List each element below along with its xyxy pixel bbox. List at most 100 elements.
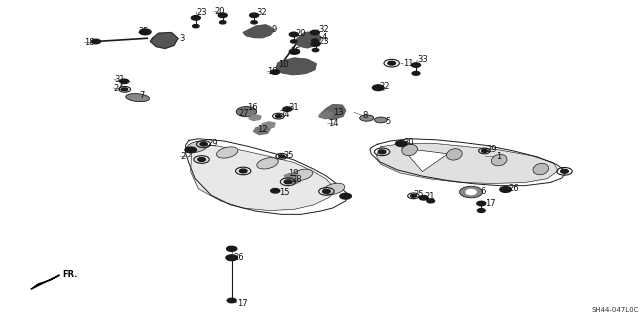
Polygon shape (319, 112, 333, 119)
Polygon shape (249, 115, 261, 121)
Ellipse shape (125, 93, 150, 102)
Text: 8: 8 (362, 111, 367, 120)
Text: 4: 4 (322, 33, 327, 42)
Circle shape (200, 142, 207, 146)
Circle shape (427, 199, 435, 203)
Circle shape (226, 255, 237, 261)
Polygon shape (370, 139, 566, 186)
Polygon shape (253, 126, 270, 135)
Circle shape (312, 48, 319, 52)
Circle shape (198, 158, 205, 161)
Circle shape (323, 189, 330, 193)
Text: 5: 5 (385, 117, 390, 126)
Circle shape (275, 115, 282, 117)
Ellipse shape (492, 154, 507, 166)
Text: 19: 19 (288, 169, 298, 178)
Text: 14: 14 (328, 119, 338, 128)
Circle shape (289, 32, 298, 37)
Circle shape (227, 298, 236, 303)
Text: FR.: FR. (63, 271, 78, 279)
Ellipse shape (257, 158, 278, 169)
Circle shape (218, 13, 227, 18)
Text: 24: 24 (113, 84, 124, 93)
Circle shape (412, 63, 420, 67)
Text: 32: 32 (256, 8, 267, 17)
Ellipse shape (216, 147, 238, 158)
Text: 7: 7 (139, 91, 144, 100)
Ellipse shape (186, 141, 208, 152)
Polygon shape (376, 144, 558, 183)
Circle shape (419, 196, 428, 200)
Circle shape (250, 13, 259, 18)
Circle shape (92, 39, 100, 44)
Polygon shape (294, 32, 321, 48)
Polygon shape (243, 25, 274, 38)
Text: 15: 15 (279, 188, 289, 197)
Text: 28: 28 (291, 175, 302, 184)
Text: 9: 9 (272, 25, 277, 34)
Circle shape (378, 150, 386, 154)
Text: 30: 30 (403, 138, 414, 147)
Polygon shape (150, 33, 178, 48)
Circle shape (372, 85, 384, 91)
Circle shape (311, 42, 320, 46)
Text: 10: 10 (278, 60, 289, 69)
Circle shape (193, 25, 199, 28)
Circle shape (140, 29, 151, 35)
Circle shape (239, 169, 247, 173)
Text: 22: 22 (380, 82, 390, 91)
Ellipse shape (402, 144, 417, 156)
Circle shape (289, 49, 300, 54)
Circle shape (271, 70, 280, 74)
Text: 27: 27 (238, 109, 249, 118)
Text: 29: 29 (207, 139, 218, 148)
Circle shape (271, 189, 280, 193)
Ellipse shape (323, 183, 345, 195)
Ellipse shape (291, 169, 313, 181)
Polygon shape (261, 122, 275, 129)
Text: 3: 3 (179, 34, 184, 43)
Text: 11: 11 (403, 59, 413, 68)
Text: 20: 20 (214, 7, 225, 16)
Circle shape (477, 209, 485, 212)
Text: 6: 6 (480, 187, 485, 196)
Text: 25: 25 (284, 151, 294, 160)
Ellipse shape (360, 115, 374, 121)
Text: 17: 17 (237, 299, 248, 308)
Text: 21: 21 (424, 192, 435, 201)
Ellipse shape (374, 117, 387, 123)
Text: 25: 25 (138, 27, 148, 36)
Polygon shape (284, 173, 296, 179)
Text: 25: 25 (413, 190, 424, 199)
Circle shape (191, 16, 200, 20)
Text: 13: 13 (333, 108, 344, 117)
Text: 31: 31 (114, 75, 125, 84)
Circle shape (284, 180, 292, 184)
Circle shape (185, 147, 196, 153)
Circle shape (251, 21, 257, 24)
Circle shape (283, 107, 292, 111)
Circle shape (312, 39, 318, 42)
Polygon shape (186, 139, 349, 214)
Text: 26: 26 (509, 184, 520, 193)
Circle shape (279, 155, 285, 158)
Text: 24: 24 (280, 110, 290, 119)
Text: 33: 33 (417, 56, 428, 64)
Circle shape (561, 169, 568, 173)
Polygon shape (402, 148, 448, 172)
Polygon shape (31, 275, 60, 289)
Ellipse shape (447, 149, 462, 160)
Text: 32: 32 (319, 25, 330, 34)
Circle shape (388, 61, 396, 65)
Text: 18: 18 (84, 38, 95, 47)
Circle shape (122, 88, 128, 91)
Circle shape (120, 79, 129, 84)
Text: 23: 23 (196, 8, 207, 17)
Text: 2: 2 (180, 152, 186, 161)
Circle shape (500, 187, 511, 192)
Text: 25: 25 (291, 47, 301, 56)
Text: 26: 26 (234, 253, 244, 262)
Text: 31: 31 (289, 103, 300, 112)
Circle shape (460, 186, 483, 198)
Text: SH44-047L0C: SH44-047L0C (591, 307, 639, 313)
